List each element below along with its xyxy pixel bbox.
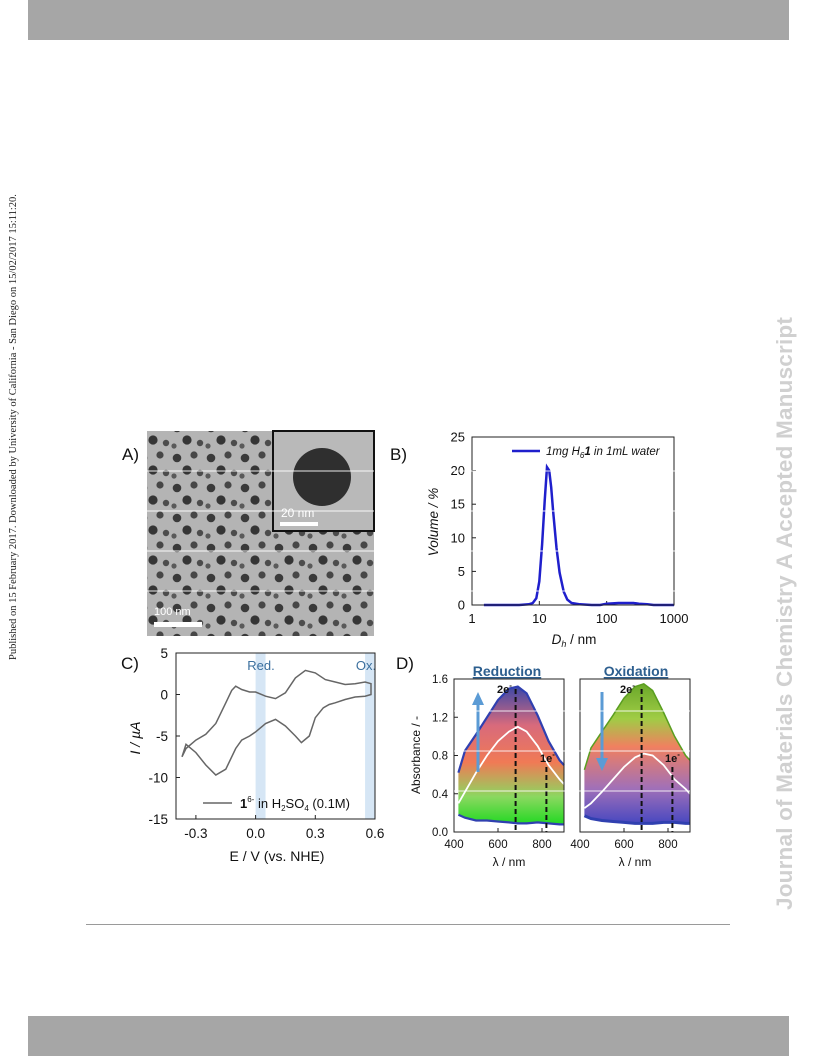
panel-d: D) Reduction Oxidation 0.0 0.4 0.8 1.2 1.6 40… <box>396 654 691 869</box>
panel-a-label: A) <box>122 445 139 464</box>
plot-b-legend: 1mg H61 in 1mL water <box>512 446 661 460</box>
oxidation-final-spectrum <box>583 814 690 825</box>
reduction-2e-label: 2e- <box>497 681 512 696</box>
panel-a: A) 20 nm 100 nm <box>122 430 375 636</box>
footnote-rule <box>86 924 730 925</box>
oxidation-2e-label: 2e- <box>620 681 635 696</box>
plot-d-right-xtick-label: 800 <box>658 839 677 851</box>
plot-d-right-xtick-label: 600 <box>614 839 633 851</box>
plot-c-ytick-label: 0 <box>160 688 168 703</box>
plot-d-ytick-label: 1.2 <box>432 712 448 724</box>
ox-band-label: Ox. <box>356 658 376 673</box>
plot-c-xtick-label: -0.3 <box>184 826 207 841</box>
oxidation-initial-spectrum <box>583 682 691 771</box>
plot-b-ytick-label: 5 <box>458 564 465 579</box>
red-band-label: Red. <box>247 658 274 673</box>
reduction-final-spectrum <box>457 685 565 774</box>
plot-c-legend-text: 16- in H2SO4 (0.1M) <box>240 795 350 813</box>
tem-inset-particle <box>293 448 351 506</box>
plot-c-frame <box>175 652 376 820</box>
plot-d-left-frame <box>453 678 565 833</box>
plot-c-ylabel: I / µA <box>127 722 143 755</box>
plot-b-ylabel: Volume / % <box>426 488 441 557</box>
plot-c-xtick-label: 0.6 <box>366 826 385 841</box>
inset-scalebar-label: 20 nm <box>281 506 314 520</box>
plot-b-frame <box>471 436 675 606</box>
plot-c-xlabel: E / V (vs. NHE) <box>230 848 325 864</box>
plot-b-ytick-label: 25 <box>451 430 465 445</box>
plot-d-right-xlabel: λ / nm <box>619 855 652 869</box>
plot-c-ytick-label: -15 <box>148 812 168 827</box>
plot-d-left-xtick-label: 400 <box>444 839 463 851</box>
header-bar <box>28 0 789 40</box>
plot-b-ytick-label: 0 <box>458 598 465 613</box>
panel-b-label: B) <box>390 445 407 464</box>
inset-scalebar <box>280 522 318 526</box>
plot-b-xtick-label: 10 <box>532 611 546 626</box>
plot-c-ytick-label: 5 <box>160 646 168 661</box>
dls-size-distribution-line <box>483 463 674 607</box>
reduction-potential-band <box>255 653 266 819</box>
plot-d-ytick-label: 0.0 <box>432 827 448 839</box>
panel-d-label: D) <box>396 654 414 673</box>
plot-b-xtick-label: 100 <box>596 611 618 626</box>
plot-c-ytick-label: -5 <box>156 729 168 744</box>
panel-c: C) Red. Ox. 5 0 -5 -10 -15 -0.3 0.0 0.3 0.6 16- … <box>121 646 384 864</box>
oxidation-title: Oxidation <box>604 663 669 679</box>
plot-b-legend-text: 1mg H61 in 1mL water <box>546 446 661 460</box>
reduction-arrow <box>472 692 484 772</box>
plot-c-legend: 16- in H2SO4 (0.1M) <box>203 795 350 813</box>
panel-c-label: C) <box>121 654 139 673</box>
footer-bar <box>28 1016 789 1056</box>
oxidation-1e-label: 1e- <box>665 750 680 765</box>
reduction-initial-spectrum <box>457 813 564 826</box>
plot-d-ylabel: Absorbance / - <box>409 716 423 794</box>
reduction-1e-label: 1e- <box>540 750 555 765</box>
plot-d-left-xlabel: λ / nm <box>493 855 526 869</box>
oxidation-potential-band <box>365 653 375 819</box>
main-scalebar <box>154 622 202 627</box>
plot-b-xtick-label: 1 <box>468 611 475 626</box>
plot-b-ytick-label: 15 <box>451 497 465 512</box>
main-scalebar-label: 100 nm <box>154 606 191 618</box>
plot-d-right-frame <box>579 678 691 833</box>
plot-d-ytick-label: 0.8 <box>432 751 448 763</box>
plot-b-xlabel: Dh / nm <box>552 632 597 649</box>
plot-c-ytick-label: -10 <box>148 771 168 786</box>
plot-d-left-xtick-label: 600 <box>488 839 507 851</box>
plot-b-ytick-label: 10 <box>451 530 465 545</box>
plot-c-xtick-label: 0.0 <box>246 826 265 841</box>
reduction-title: Reduction <box>473 663 541 679</box>
plot-c-xtick-label: 0.3 <box>306 826 325 841</box>
plot-d-ytick-label: 1.6 <box>432 674 448 686</box>
plot-d-right-xtick-label: 400 <box>570 839 589 851</box>
cyclic-voltammogram-line <box>181 669 372 776</box>
oxidation-intermediate-spectrum <box>583 752 691 809</box>
reduction-intermediate-spectrum <box>457 725 565 804</box>
oxidation-arrow <box>596 692 608 771</box>
plot-d-left-xtick-label: 800 <box>532 839 551 851</box>
plot-d-ytick-label: 0.4 <box>432 789 449 801</box>
plot-b-xtick-label: 1000 <box>660 611 689 626</box>
